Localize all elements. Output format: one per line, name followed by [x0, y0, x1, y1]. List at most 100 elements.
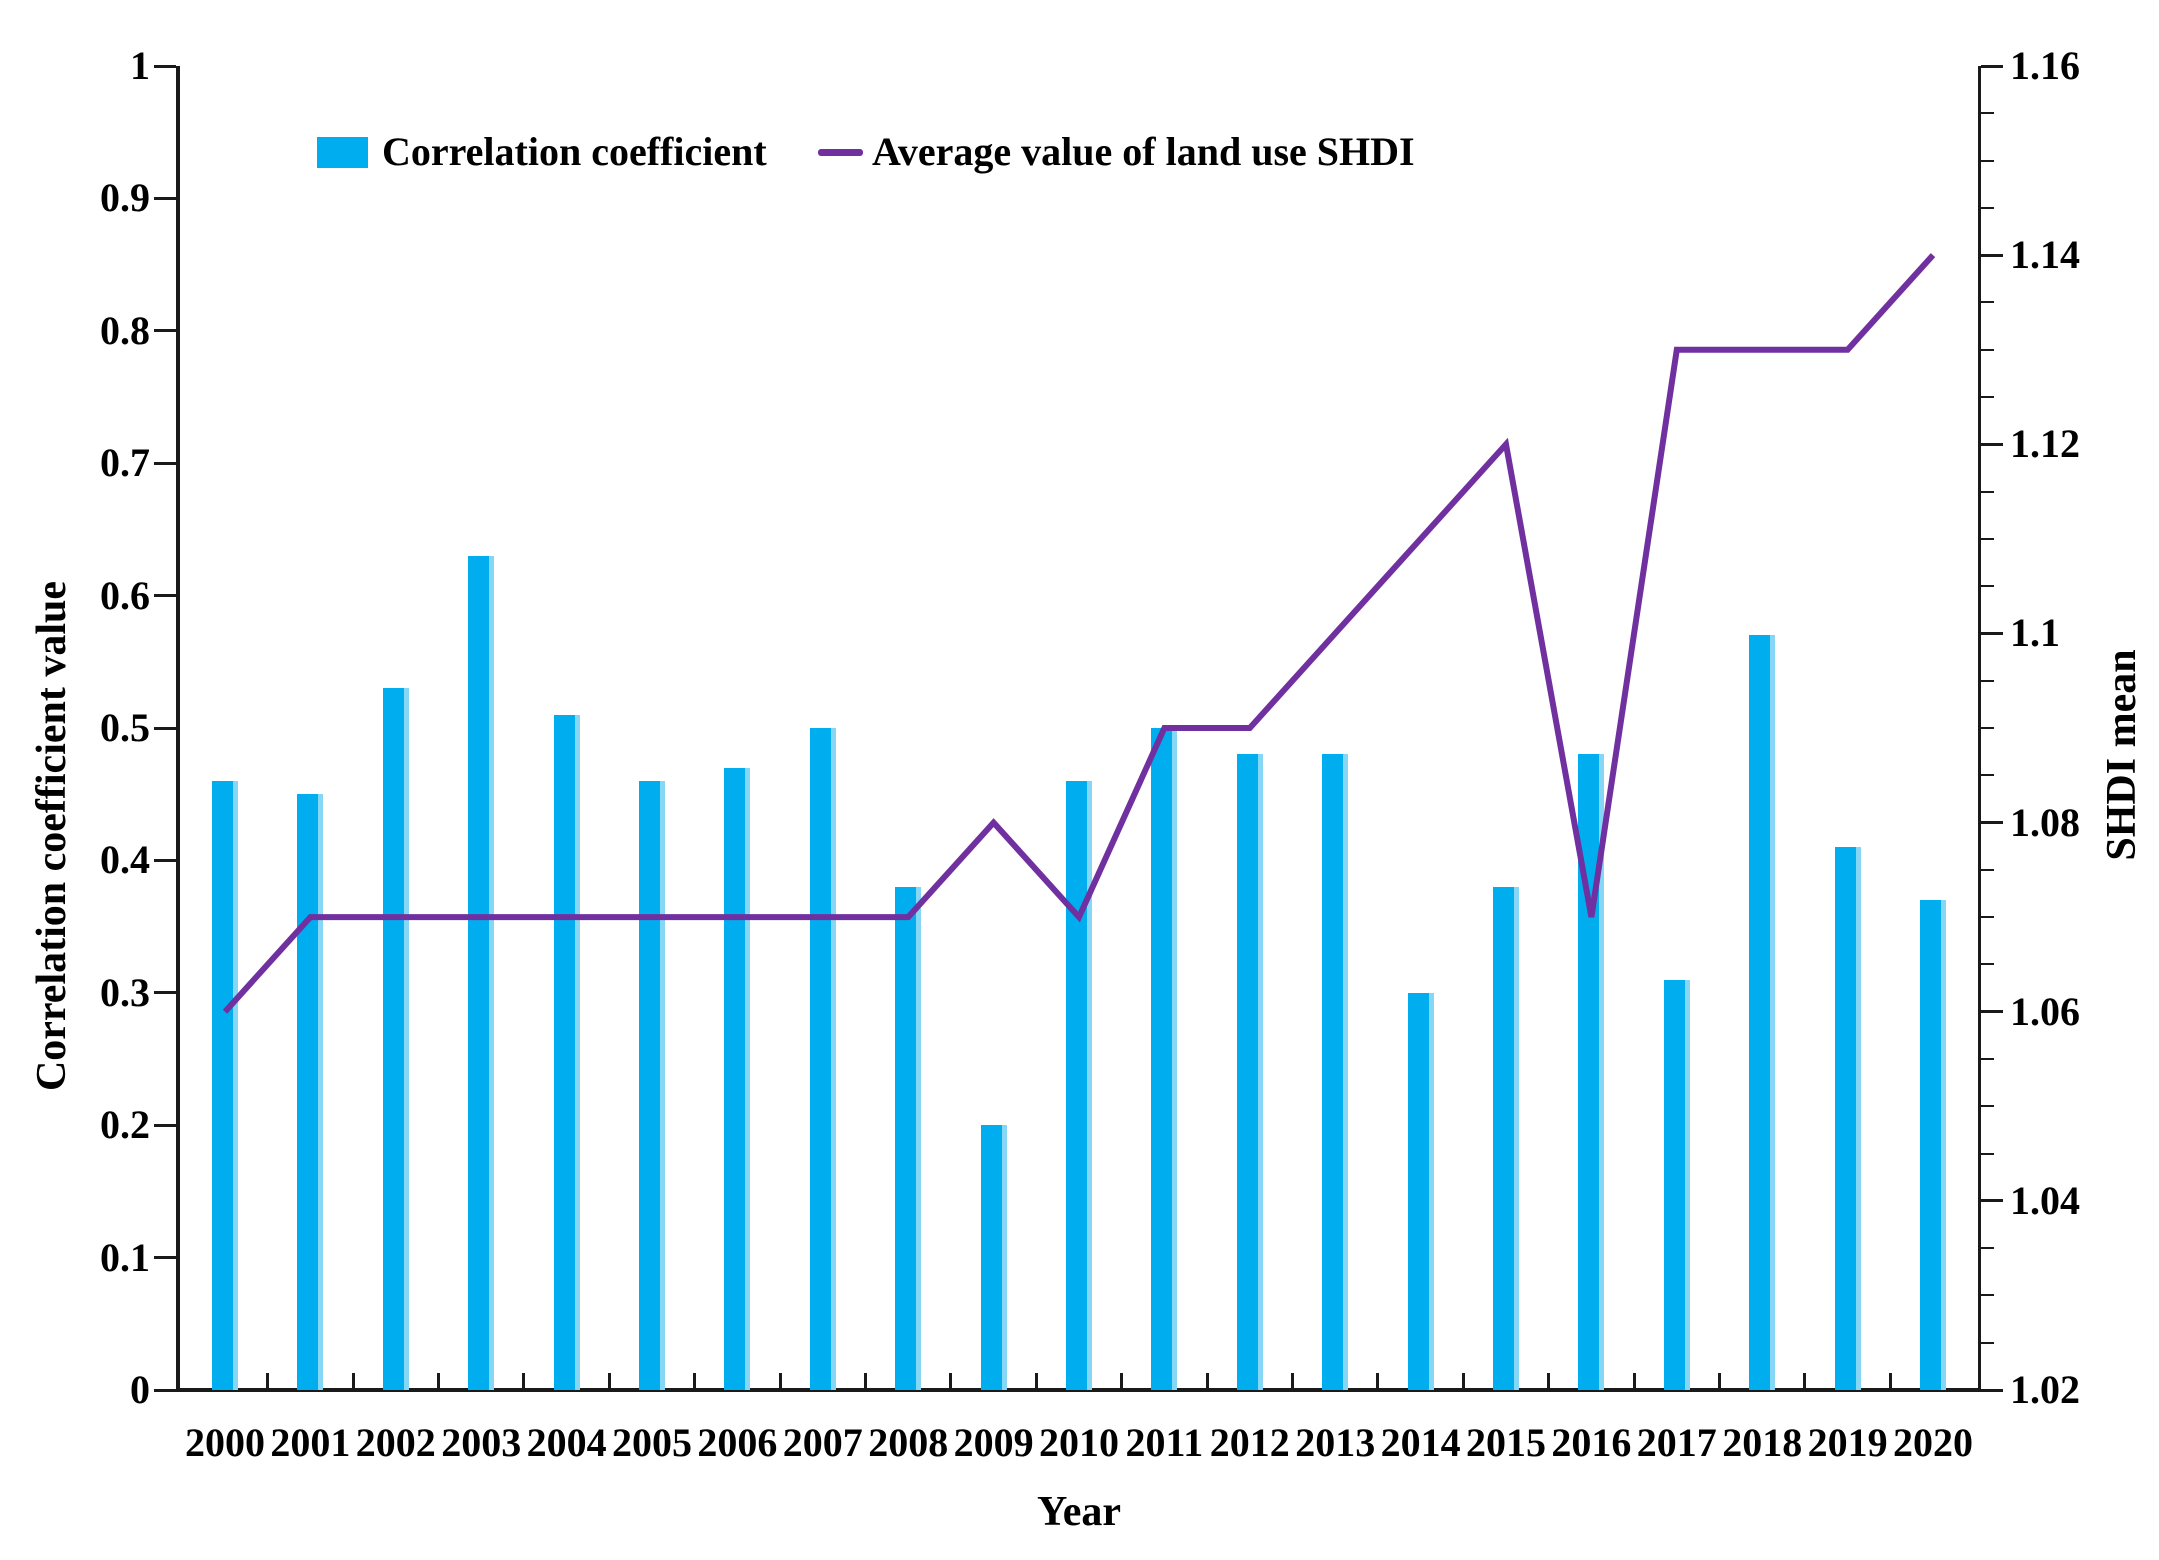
x-axis-tick [1376, 1373, 1380, 1388]
left-axis-tick [154, 64, 176, 68]
right-axis-minor-tick [1981, 206, 1994, 209]
x-axis-label-2012: 2012 [1209, 1420, 1290, 1465]
right-axis-tick-label: 1.04 [2010, 1177, 2080, 1223]
x-axis-tick [864, 1373, 867, 1388]
legend-line-label: Average value of land use SHDI [872, 129, 1415, 174]
right-axis-title: SHDI mean [2099, 649, 2145, 861]
x-axis-tick [1632, 1373, 1636, 1388]
x-axis-line [176, 1388, 1981, 1392]
left-axis-tick-label: 0.7 [100, 440, 150, 486]
left-axis-tick-label: 0 [130, 1367, 150, 1412]
bar-2007 [809, 728, 836, 1390]
right-axis-minor-tick [1981, 868, 1994, 871]
x-axis-label-2009: 2009 [953, 1420, 1034, 1465]
right-axis-minor-tick [1981, 1341, 1994, 1344]
right-axis-minor-tick [1981, 679, 1994, 682]
right-axis-minor-tick [1981, 396, 1994, 398]
left-axis-line [176, 66, 180, 1392]
right-axis-tick [1981, 1388, 2003, 1392]
x-axis-label-2020: 2020 [1893, 1420, 1973, 1465]
x-axis-label-2013: 2013 [1295, 1420, 1376, 1465]
right-axis-minor-tick [1981, 727, 1994, 729]
x-axis-tick [1120, 1373, 1124, 1388]
x-axis-label-2016: 2016 [1551, 1420, 1632, 1465]
x-axis-tick [1547, 1373, 1551, 1388]
x-axis-tick [1803, 1373, 1807, 1388]
left-axis-tick [154, 991, 176, 995]
bar-2012 [1236, 754, 1263, 1390]
right-axis-tick [1981, 64, 2003, 68]
bar-2005 [639, 780, 665, 1390]
left-axis-tick [154, 329, 176, 333]
right-axis-tick-label: 1.16 [2010, 43, 2080, 88]
x-axis-label-2011: 2011 [1125, 1420, 1204, 1465]
left-axis-tick-label: 0.5 [100, 705, 150, 750]
left-axis-tick [154, 858, 176, 862]
right-axis-tick-label: 1.14 [2010, 232, 2080, 278]
right-axis-minor-tick [1981, 1152, 1994, 1155]
right-axis-minor-tick [1981, 159, 1994, 162]
x-axis-tick [778, 1373, 782, 1388]
bar-2017 [1663, 979, 1690, 1390]
right-axis-tick-label: 1.1 [2010, 610, 2060, 656]
bar-2009 [980, 1125, 1007, 1390]
bar-2003 [468, 555, 495, 1390]
left-axis-tick [154, 1256, 176, 1260]
x-axis-label-2003: 2003 [441, 1420, 522, 1465]
x-axis-tick [693, 1373, 697, 1388]
left-axis-tick [154, 726, 176, 730]
x-axis-title: Year [1037, 1489, 1121, 1535]
x-axis-tick [1205, 1373, 1209, 1388]
x-axis-tick [266, 1373, 270, 1388]
bar-2006 [724, 767, 751, 1390]
x-axis-label-2008: 2008 [868, 1420, 949, 1465]
right-axis-minor-tick [1981, 774, 1994, 777]
left-axis-tick [154, 1388, 176, 1392]
right-axis-minor-tick [1981, 1294, 1994, 1297]
right-axis-minor-tick [1981, 963, 1994, 966]
x-axis-tick [607, 1373, 611, 1388]
right-axis-tick [1981, 1199, 2003, 1203]
bar-2008 [895, 886, 922, 1390]
x-axis-label-2010: 2010 [1039, 1420, 1119, 1465]
x-axis-label-2001: 2001 [270, 1420, 351, 1465]
bar-2002 [382, 688, 409, 1390]
x-axis-tick [522, 1373, 526, 1388]
left-axis-tick [154, 1123, 176, 1127]
bar-2019 [1834, 847, 1861, 1390]
left-axis-tick-label: 0.2 [100, 1102, 150, 1148]
right-axis-line [1978, 66, 1981, 1392]
x-axis-label-2017: 2017 [1636, 1420, 1717, 1465]
bar-2018 [1749, 635, 1776, 1390]
right-axis-minor-tick [1981, 1105, 1994, 1108]
right-axis-tick [1981, 631, 2003, 635]
left-axis-title: Correlation coefficient value [29, 580, 75, 1092]
right-axis-minor-tick [1981, 490, 1994, 493]
right-axis-tick [1981, 442, 2003, 446]
right-axis-minor-tick [1981, 537, 1994, 540]
x-axis-label-2004: 2004 [526, 1420, 607, 1465]
right-axis-tick-label: 1.02 [2010, 1367, 2080, 1412]
right-axis-minor-tick [1981, 348, 1994, 351]
legend-line-swatch [818, 149, 863, 156]
bar-2014 [1407, 992, 1434, 1390]
bar-2001 [297, 794, 324, 1390]
x-axis-label-2002: 2002 [355, 1420, 436, 1465]
left-axis-tick-label: 0.9 [100, 175, 150, 221]
right-axis-tick [1981, 821, 2003, 825]
x-axis-tick [1291, 1373, 1294, 1388]
left-axis-tick-label: 0.8 [100, 307, 150, 353]
bar-2020 [1920, 900, 1946, 1390]
right-axis-tick-label: 1.12 [2010, 421, 2080, 467]
left-axis-tick [154, 594, 176, 598]
x-axis-tick [1461, 1373, 1465, 1388]
right-axis-tick [1981, 253, 2003, 257]
right-axis-minor-tick [1981, 916, 1994, 919]
x-axis-label-2018: 2018 [1722, 1420, 1803, 1465]
x-axis-label-2007: 2007 [782, 1420, 863, 1465]
right-axis-minor-tick [1981, 1058, 1994, 1060]
left-axis-tick-label: 0.6 [100, 572, 150, 618]
right-axis-minor-tick [1981, 585, 1994, 588]
x-axis-label-2006: 2006 [697, 1420, 778, 1465]
